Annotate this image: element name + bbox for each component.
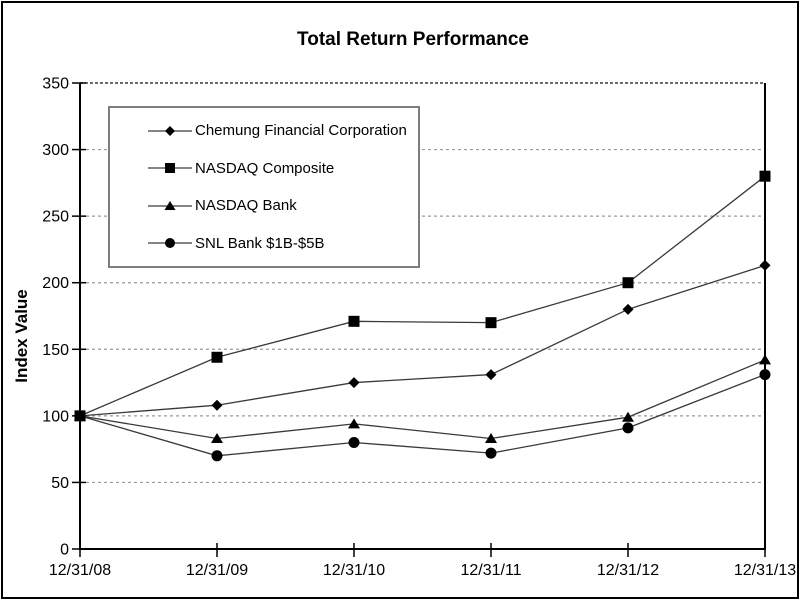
x-tick-label: 12/31/12	[597, 562, 659, 579]
legend-label: SNL Bank $1B-$5B	[195, 234, 325, 252]
x-tick-label: 12/31/13	[734, 562, 796, 579]
x-tick-label: 12/31/11	[460, 562, 521, 579]
data-point-diamond	[485, 369, 497, 381]
data-point-circle	[348, 436, 360, 448]
triangle-marker-icon	[148, 200, 192, 210]
y-tick-label: 350	[42, 76, 69, 93]
x-tick-label: 12/31/09	[186, 562, 248, 579]
x-tick-label: 12/31/10	[323, 562, 385, 579]
data-point-diamond	[622, 303, 634, 315]
y-tick-label: 100	[42, 408, 69, 425]
square-marker-icon	[148, 163, 192, 174]
data-point-circle	[759, 369, 771, 381]
data-point-diamond	[348, 377, 360, 389]
circle-marker-icon	[148, 238, 192, 249]
series-line-chemung-financial-corporation	[79, 264, 766, 417]
data-point-circle	[211, 450, 223, 462]
data-point-square	[759, 170, 771, 182]
data-point-diamond	[211, 399, 223, 411]
data-point-square	[485, 317, 497, 329]
y-tick-label: 150	[42, 342, 69, 359]
legend-label: NASDAQ Bank	[195, 197, 297, 215]
data-point-triangle	[211, 432, 223, 443]
series-line-snl-bank-1b-5b	[79, 373, 766, 457]
data-point-triangle	[348, 418, 360, 429]
legend-label: Chemung Financial Corporation	[195, 122, 407, 140]
data-point-square	[211, 351, 223, 363]
x-tick-label: 12/31/08	[49, 562, 111, 579]
legend-item-nasdaq-bank: NASDAQ Bank	[148, 197, 418, 214]
square-glyph	[165, 163, 175, 174]
chart-title: Total Return Performance	[297, 29, 529, 50]
diamond-marker-icon	[148, 125, 192, 136]
diamond-glyph	[165, 125, 175, 136]
data-point-square	[348, 315, 360, 327]
data-point-diamond	[759, 259, 771, 271]
circle-glyph	[165, 238, 175, 249]
data-point-triangle	[485, 432, 497, 443]
data-point-triangle	[759, 354, 771, 365]
y-tick-label: 250	[42, 209, 69, 226]
data-point-triangle	[622, 411, 634, 422]
triangle-glyph	[164, 200, 176, 210]
y-tick-label: 50	[51, 475, 69, 492]
plot-area: 0 50 100 150 200 250 300 350 12/31/08 12/31/09 12/…	[42, 76, 796, 580]
data-point-circle	[485, 447, 497, 459]
legend-item-chemung-financial-corporation: Chemung Financial Corporation	[148, 122, 418, 139]
data-point-circle	[74, 410, 86, 422]
y-tick-label: 0	[60, 542, 69, 559]
data-point-circle	[622, 422, 634, 434]
legend-item-snl-bank-1b-5b: SNL Bank $1B-$5B	[148, 235, 418, 252]
data-point-square	[622, 277, 634, 289]
y-tick-label: 300	[42, 142, 69, 159]
series-line-nasdaq-bank	[79, 359, 766, 440]
legend-label: NASDAQ Composite	[195, 159, 335, 177]
y-tick-label: 200	[42, 275, 69, 292]
series-line-nasdaq-composite	[79, 175, 766, 417]
legend-item-nasdaq-composite: NASDAQ Composite	[148, 160, 418, 177]
legend: Chemung Financial Corporation NASDAQ Com…	[108, 106, 420, 268]
